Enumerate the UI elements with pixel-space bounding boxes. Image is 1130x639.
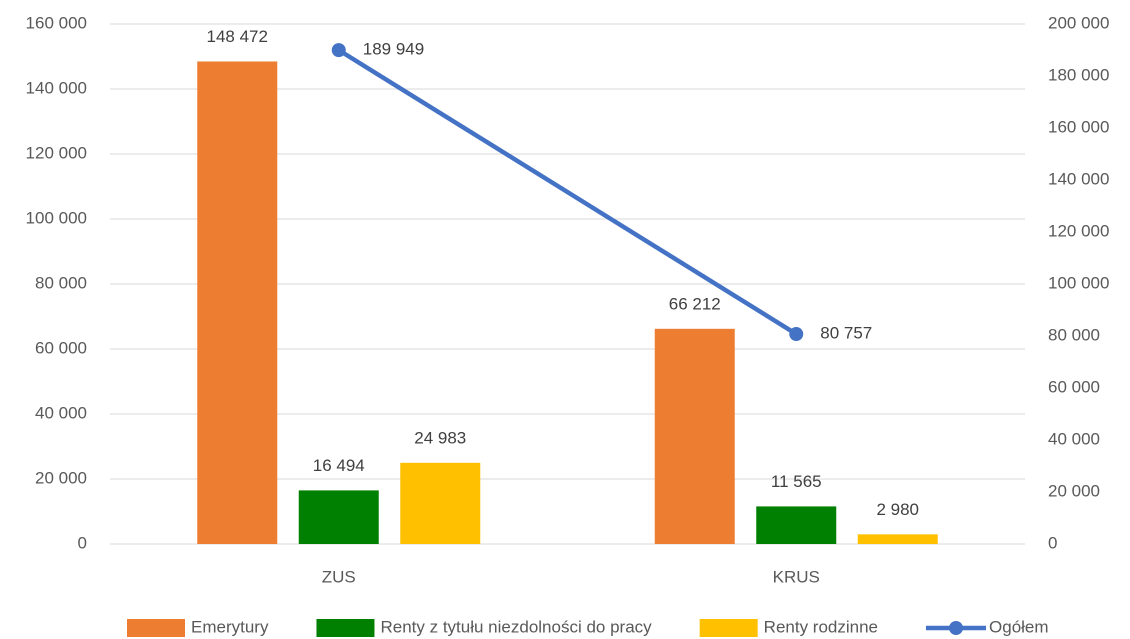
legend-swatch — [699, 619, 758, 637]
y2-tick-label: 20 000 — [1048, 481, 1100, 500]
y-tick-label: 160 000 — [26, 13, 87, 32]
data-label: 24 983 — [414, 428, 466, 447]
line-point — [331, 43, 346, 58]
bar — [654, 328, 735, 544]
legend-swatch — [127, 619, 185, 637]
legend-label: Ogółem — [989, 617, 1049, 636]
bar — [756, 506, 837, 544]
bar — [857, 534, 938, 544]
y-tick-label: 80 000 — [35, 273, 87, 292]
y-tick-label: 140 000 — [26, 78, 87, 97]
y2-tick-label: 0 — [1048, 533, 1057, 552]
data-label: 11 565 — [771, 472, 822, 491]
data-label: 16 494 — [313, 456, 365, 475]
y-tick-label: 100 000 — [26, 208, 87, 227]
legend-label: Renty rodzinne — [764, 617, 878, 636]
y2-tick-label: 140 000 — [1048, 169, 1109, 188]
bar — [197, 61, 278, 544]
line-point — [789, 327, 804, 342]
data-label: 148 472 — [207, 27, 268, 46]
data-label: 80 757 — [820, 324, 872, 343]
y2-tick-label: 40 000 — [1048, 429, 1100, 448]
data-label: 66 212 — [669, 294, 721, 313]
y-tick-label: 120 000 — [26, 143, 87, 162]
y2-tick-label: 160 000 — [1048, 117, 1109, 136]
y2-tick-label: 100 000 — [1048, 273, 1109, 292]
line — [336, 47, 799, 337]
y-tick-label: 20 000 — [35, 468, 87, 487]
y-tick-label: 40 000 — [35, 403, 87, 422]
y2-tick-label: 180 000 — [1048, 65, 1109, 84]
x-tick-label: ZUS — [322, 567, 356, 586]
x-tick-label: KRUS — [773, 567, 820, 586]
data-label: 189 949 — [363, 40, 424, 59]
y-tick-label: 0 — [78, 533, 87, 552]
legend-label: Emerytury — [191, 617, 269, 636]
y-tick-label: 60 000 — [35, 338, 87, 357]
legend-swatch — [949, 621, 964, 635]
y2-tick-label: 60 000 — [1048, 377, 1100, 396]
y2-tick-label: 120 000 — [1048, 221, 1109, 240]
y2-tick-label: 200 000 — [1048, 13, 1109, 32]
bar — [400, 462, 481, 544]
data-label: 2 980 — [876, 500, 919, 519]
bar — [298, 490, 379, 544]
y2-tick-label: 80 000 — [1048, 325, 1100, 344]
legend-label: Renty z tytułu niezdolności do pracy — [380, 617, 652, 636]
legend-swatch — [316, 619, 375, 637]
